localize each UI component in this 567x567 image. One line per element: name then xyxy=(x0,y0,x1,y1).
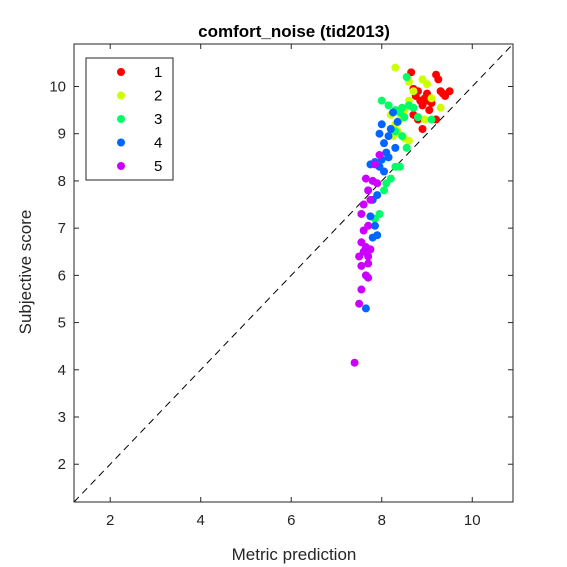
data-point-series-5 xyxy=(357,209,366,218)
x-tick-label: 2 xyxy=(106,512,114,529)
data-point-series-3 xyxy=(409,103,418,112)
data-point-series-3 xyxy=(413,113,422,122)
data-point-series-4 xyxy=(380,139,389,148)
legend-marker xyxy=(117,138,125,147)
data-point-series-3 xyxy=(382,179,391,188)
x-axis-label: Metric prediction xyxy=(232,545,357,564)
data-point-series-5 xyxy=(364,186,373,195)
x-tick-label: 6 xyxy=(287,512,295,529)
legend-label: 5 xyxy=(154,158,162,175)
data-point-series-2 xyxy=(423,80,432,89)
data-point-series-4 xyxy=(375,129,384,138)
data-point-series-1 xyxy=(445,87,454,96)
data-point-series-2 xyxy=(404,136,413,145)
data-point-series-1 xyxy=(434,75,443,84)
y-tick-label: 6 xyxy=(58,267,66,284)
data-point-series-3 xyxy=(402,73,411,82)
data-point-series-4 xyxy=(377,120,386,129)
legend-label: 2 xyxy=(154,88,162,105)
legend: 1 2 3 4 5 xyxy=(85,57,174,181)
data-point-series-5 xyxy=(355,299,364,308)
chart-title: comfort_noise (tid2013) xyxy=(198,22,390,41)
data-point-series-4 xyxy=(384,153,393,162)
axes-frame xyxy=(73,43,514,503)
legend-label: 1 xyxy=(154,64,162,81)
data-point-series-5 xyxy=(361,174,370,183)
data-point-series-4 xyxy=(370,221,379,230)
legend-marker xyxy=(117,68,125,76)
legend-marker xyxy=(117,115,125,123)
data-point-series-4 xyxy=(391,143,400,152)
data-point-series-5 xyxy=(359,200,368,209)
data-point-series-3 xyxy=(377,96,386,105)
data-point-series-4 xyxy=(384,132,393,141)
data-point-series-5 xyxy=(364,273,373,282)
data-point-series-2 xyxy=(391,63,400,72)
data-point-series-3 xyxy=(398,132,407,141)
y-tick-label: 5 xyxy=(58,315,66,332)
y-tick-label: 4 xyxy=(58,362,66,379)
data-point-series-5 xyxy=(357,261,366,270)
data-point-series-5 xyxy=(357,285,366,294)
data-point-series-4 xyxy=(366,212,375,221)
data-point-series-1 xyxy=(425,106,434,115)
legend-marker xyxy=(117,162,125,170)
legend-marker xyxy=(117,91,125,100)
data-point-series-4 xyxy=(380,167,389,176)
y-tick-label: 10 xyxy=(49,78,66,95)
data-point-series-3 xyxy=(380,186,389,195)
data-point-series-4 xyxy=(373,231,382,240)
data-point-series-4 xyxy=(386,124,395,133)
data-point-series-5 xyxy=(375,150,384,159)
data-point-series-3 xyxy=(384,101,393,110)
data-point-series-3 xyxy=(395,162,404,171)
data-point-series-3 xyxy=(402,143,411,152)
data-point-series-5 xyxy=(366,195,375,204)
data-point-series-3 xyxy=(395,108,404,117)
data-point-series-5 xyxy=(350,358,359,367)
y-tick-label: 7 xyxy=(58,220,66,237)
data-point-series-5 xyxy=(364,259,373,268)
data-point-series-5 xyxy=(359,226,368,235)
data-point-series-1 xyxy=(418,124,427,133)
data-point-series-5 xyxy=(368,176,377,185)
data-points xyxy=(350,63,454,367)
x-axis-ticks: 2 4 6 8 10 xyxy=(106,44,481,529)
data-point-series-5 xyxy=(359,247,368,256)
data-point-series-4 xyxy=(389,108,398,117)
legend-label: 4 xyxy=(154,135,162,152)
y-tick-label: 8 xyxy=(58,173,66,190)
data-point-series-3 xyxy=(427,115,436,124)
y-axis-label: Subjective score xyxy=(16,210,35,335)
y-tick-label: 9 xyxy=(58,126,66,143)
data-point-series-2 xyxy=(409,87,418,96)
x-tick-label: 4 xyxy=(197,512,205,529)
y-tick-label: 3 xyxy=(58,409,66,426)
data-point-series-5 xyxy=(370,160,379,169)
legend-box xyxy=(85,57,174,181)
y-axis-ticks: 2 3 4 5 6 7 8 9 10 xyxy=(49,78,513,473)
x-tick-label: 10 xyxy=(464,512,481,529)
data-point-series-4 xyxy=(361,304,370,313)
data-point-series-2 xyxy=(436,103,445,112)
x-tick-label: 8 xyxy=(378,512,386,529)
legend-label: 3 xyxy=(154,111,162,128)
data-point-series-5 xyxy=(366,245,375,254)
y-tick-label: 2 xyxy=(58,456,66,473)
axes-box xyxy=(73,43,514,503)
data-point-series-2 xyxy=(427,94,436,103)
data-point-series-2 xyxy=(420,115,429,124)
data-point-series-4 xyxy=(393,117,402,126)
